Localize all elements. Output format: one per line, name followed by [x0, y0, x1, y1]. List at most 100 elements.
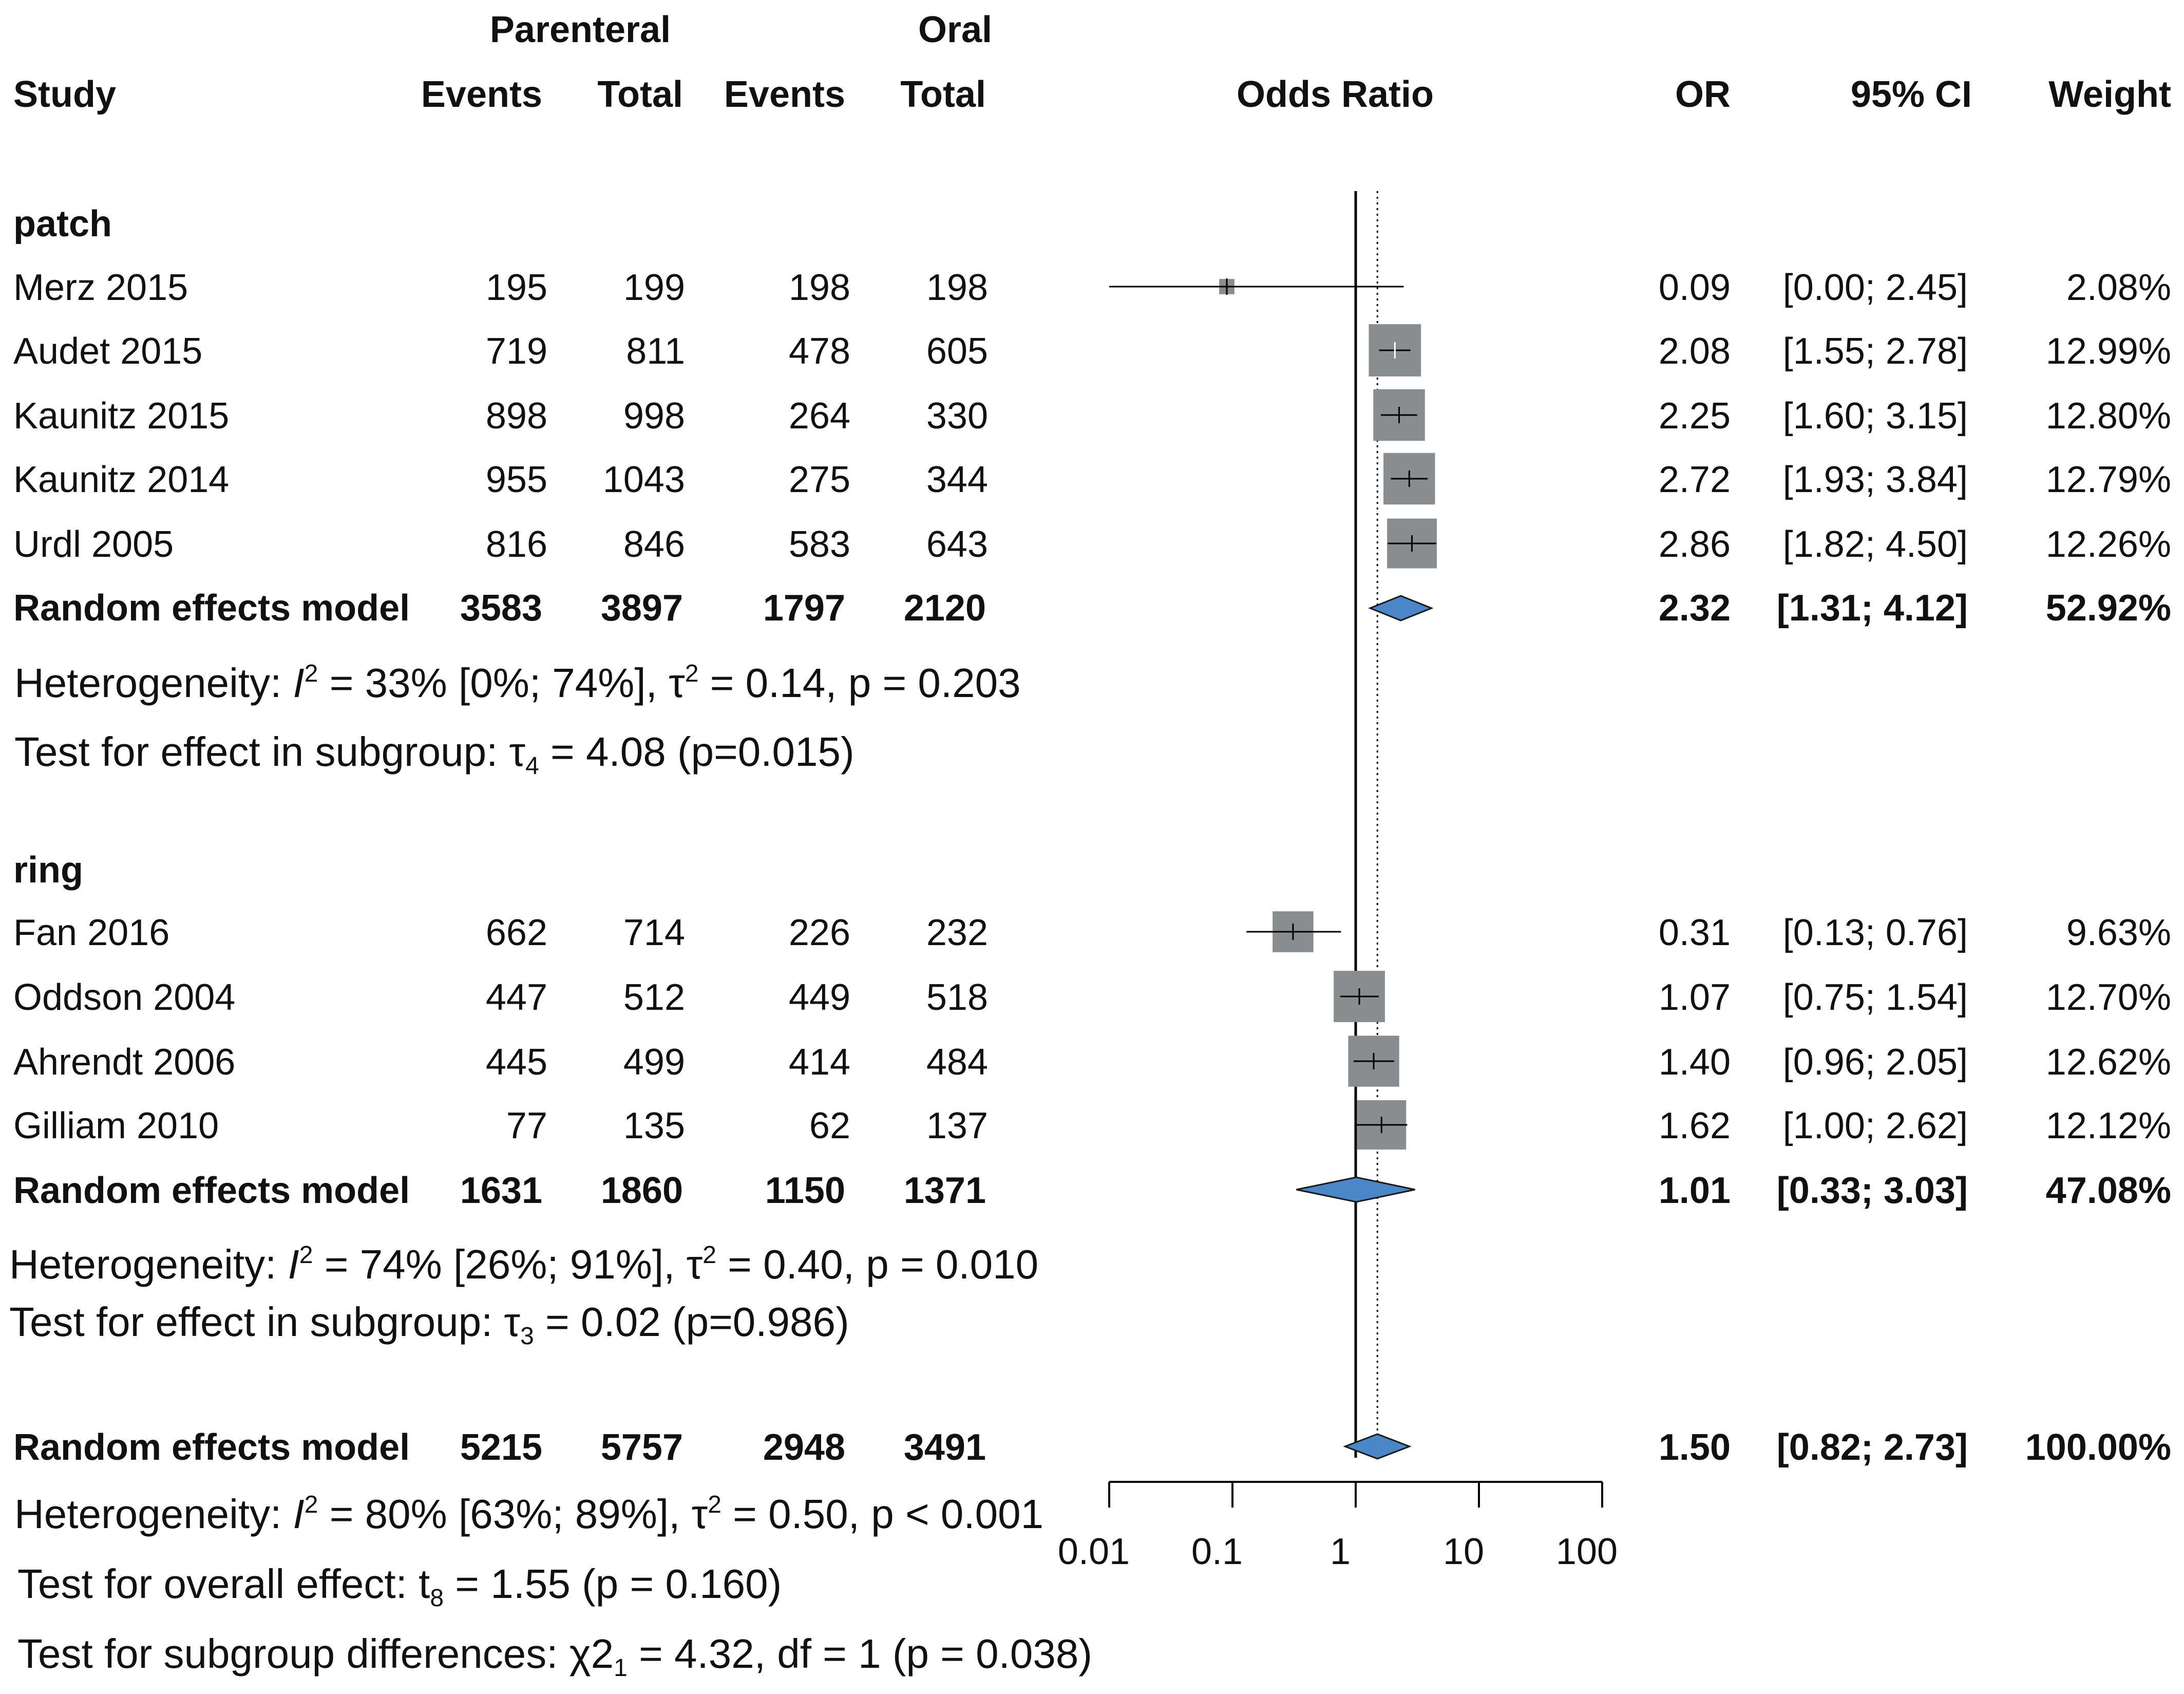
or-value: 0.09	[1658, 267, 1731, 308]
pooled-weight: 52.92%	[2045, 588, 2171, 629]
pooled-weight: 47.08%	[2045, 1170, 2171, 1211]
header-parenteral: Parenteral	[489, 9, 671, 50]
x-tick-label: 0.01	[1058, 1531, 1130, 1572]
parenteral-events: 447	[485, 977, 547, 1018]
weight-value: 12.79%	[2045, 459, 2171, 500]
pooled-oral-total: 2120	[903, 588, 986, 629]
effect-test-ring: Test for effect in subgroup: τ3 = 0.02 (…	[9, 1299, 849, 1350]
header-oral-events: Events	[724, 74, 845, 115]
weight-value: 12.99%	[2045, 331, 2171, 372]
pooled-oral-events: 2948	[763, 1427, 845, 1468]
ci-value: [0.13; 0.76]	[1782, 912, 1968, 953]
header-parenteral-events: Events	[421, 74, 542, 115]
study-name: Urdl 2005	[13, 524, 174, 565]
study-name: Gilliam 2010	[13, 1105, 219, 1146]
pooled-or: 2.32	[1658, 588, 1731, 629]
weight-value: 12.80%	[2045, 396, 2171, 437]
weight-value: 12.62%	[2045, 1042, 2171, 1083]
or-value: 2.08	[1658, 331, 1731, 372]
parenteral-total: 1043	[602, 459, 685, 500]
oral-total: 137	[926, 1105, 988, 1146]
pooled-oral-events: 1150	[765, 1170, 845, 1211]
parenteral-events: 195	[485, 267, 547, 308]
oral-total: 330	[926, 396, 988, 437]
ci-value: [1.00; 2.62]	[1782, 1105, 1968, 1146]
heterogeneity-overall: Heterogeneity: I2 = 80% [63%; 89%], τ2 =…	[14, 1491, 1044, 1537]
group-label-patch: patch	[13, 203, 112, 244]
header-weight: Weight	[2048, 74, 2171, 115]
oral-total: 344	[926, 459, 988, 500]
pooled-ci: [1.31; 4.12]	[1776, 588, 1968, 629]
oral-events: 264	[788, 396, 850, 437]
ci-value: [0.00; 2.45]	[1782, 267, 1968, 308]
oral-events: 62	[809, 1105, 850, 1146]
ci-value: [1.93; 3.84]	[1782, 459, 1968, 500]
oral-total: 643	[926, 524, 988, 565]
header-oral: Oral	[918, 9, 993, 50]
effect-test-patch: Test for effect in subgroup: τ4 = 4.08 (…	[14, 729, 854, 780]
parenteral-events: 816	[485, 524, 547, 565]
header-odds-ratio: Odds Ratio	[1236, 74, 1434, 115]
pooled-diamond	[1368, 595, 1434, 622]
pooled-oral-total: 1371	[903, 1170, 986, 1211]
study-name: Kaunitz 2014	[13, 459, 230, 500]
study-name: Audet 2015	[13, 331, 203, 372]
parenteral-total: 499	[623, 1042, 685, 1083]
parenteral-events: 898	[485, 396, 547, 437]
weight-value: 12.26%	[2045, 524, 2171, 565]
parenteral-events: 719	[485, 331, 547, 372]
pooled-ci: [0.82; 2.73]	[1776, 1427, 1968, 1468]
ci-value: [0.75; 1.54]	[1782, 977, 1968, 1018]
oral-events: 414	[788, 1042, 850, 1083]
or-value: 2.25	[1658, 396, 1731, 437]
study-name: Ahrendt 2006	[13, 1042, 236, 1083]
weight-value: 9.63%	[2066, 912, 2171, 953]
pooled-label: Random effects model	[13, 1427, 410, 1468]
parenteral-total: 846	[623, 524, 685, 565]
study-name: Merz 2015	[13, 267, 188, 308]
parenteral-total: 811	[626, 331, 685, 372]
oral-events: 198	[788, 267, 850, 308]
pooled-parenteral-events: 1631	[460, 1170, 542, 1211]
study-name: Kaunitz 2015	[13, 396, 230, 437]
header-ci: 95% CI	[1850, 74, 1972, 115]
x-tick-label: 0.1	[1191, 1531, 1243, 1572]
ci-value: [1.55; 2.78]	[1782, 331, 1968, 372]
parenteral-total: 998	[623, 396, 685, 437]
pooled-oral-events: 1797	[763, 588, 845, 629]
pooled-weight: 100.00%	[2025, 1427, 2171, 1468]
oral-total: 518	[926, 977, 988, 1018]
pooled-ci: [0.33; 3.03]	[1776, 1170, 1968, 1211]
parenteral-total: 135	[623, 1105, 685, 1146]
parenteral-events: 77	[506, 1105, 547, 1146]
pooled-diamond	[1296, 1176, 1415, 1203]
parenteral-total: 199	[623, 267, 685, 308]
pooled-label: Random effects model	[13, 1170, 410, 1211]
heterogeneity-patch: Heterogeneity: I2 = 33% [0%; 74%], τ2 = …	[14, 660, 1021, 706]
pooled-parenteral-events: 5215	[460, 1427, 542, 1468]
heterogeneity-ring: Heterogeneity: I2 = 74% [26%; 91%], τ2 =…	[9, 1241, 1039, 1287]
weight-value: 2.08%	[2066, 267, 2171, 308]
x-tick-label: 1	[1330, 1531, 1351, 1572]
study-name: Oddson 2004	[13, 977, 236, 1018]
ci-value: [1.82; 4.50]	[1782, 524, 1968, 565]
pooled-or: 1.50	[1658, 1427, 1731, 1468]
subgroup-differences-test: Test for subgroup differences: χ21 = 4.3…	[17, 1631, 1092, 1682]
parenteral-events: 662	[485, 912, 547, 953]
parenteral-total: 714	[623, 912, 685, 953]
or-value: 2.86	[1658, 524, 1731, 565]
oral-events: 275	[788, 459, 850, 500]
study-name: Fan 2016	[13, 912, 170, 953]
weight-value: 12.70%	[2045, 977, 2171, 1018]
parenteral-events: 955	[485, 459, 547, 500]
pooled-parenteral-total: 5757	[600, 1427, 683, 1468]
oral-total: 198	[926, 267, 988, 308]
pooled-diamond	[1343, 1433, 1412, 1460]
oral-events: 478	[788, 331, 850, 372]
ci-value: [0.96; 2.05]	[1782, 1042, 1968, 1083]
parenteral-events: 445	[485, 1042, 547, 1083]
pooled-label: Random effects model	[13, 588, 410, 629]
header-study: Study	[13, 74, 117, 115]
weight-value: 12.12%	[2045, 1105, 2171, 1146]
